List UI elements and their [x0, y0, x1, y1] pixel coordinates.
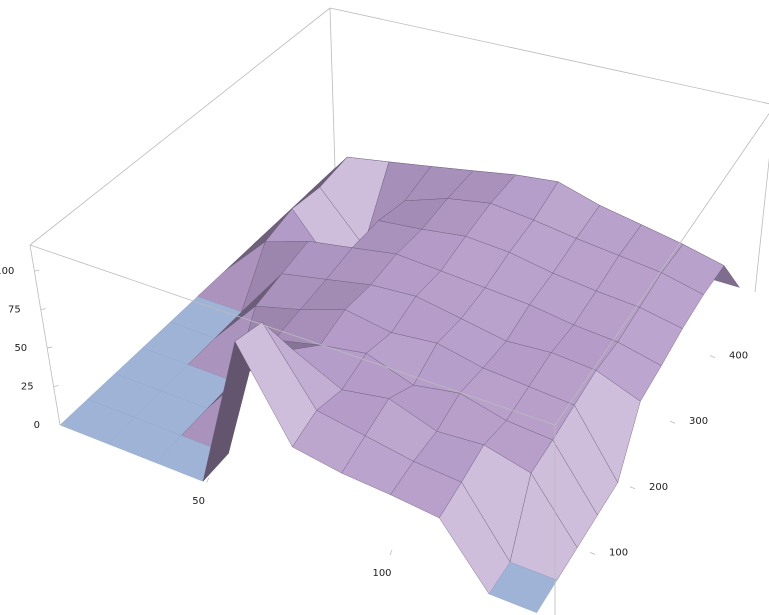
y-tick	[589, 552, 596, 555]
y-tick-label: 300	[689, 416, 708, 427]
z-tick	[59, 423, 66, 426]
z-tick	[47, 346, 53, 349]
z-tick-label: 50	[14, 343, 27, 354]
box-edge	[329, 7, 336, 169]
z-tick	[40, 308, 46, 311]
z-tick	[53, 385, 59, 387]
box-edge	[29, 7, 331, 246]
z-tick-label: 25	[21, 382, 34, 393]
y-tick-label: 400	[729, 351, 748, 362]
z-tick-label: 0	[34, 420, 40, 431]
x-tick-label: 50	[192, 496, 205, 507]
z-tick-label: 75	[8, 305, 21, 316]
box-edge	[554, 113, 769, 426]
surface-patch	[488, 561, 558, 614]
y-tick	[709, 355, 716, 358]
z-tick	[34, 269, 40, 272]
box-edge	[329, 7, 769, 105]
y-tick-label: 100	[609, 547, 628, 558]
z-tick-label: 100	[0, 266, 14, 277]
x-tick	[389, 549, 393, 556]
y-tick	[669, 420, 676, 424]
box-edge	[754, 157, 769, 293]
y-tick-label: 200	[649, 482, 668, 493]
x-tick	[206, 477, 210, 483]
y-tick	[629, 486, 636, 490]
box-edge	[29, 244, 556, 426]
box-edge	[29, 244, 61, 426]
x-tick-label: 100	[372, 568, 391, 579]
